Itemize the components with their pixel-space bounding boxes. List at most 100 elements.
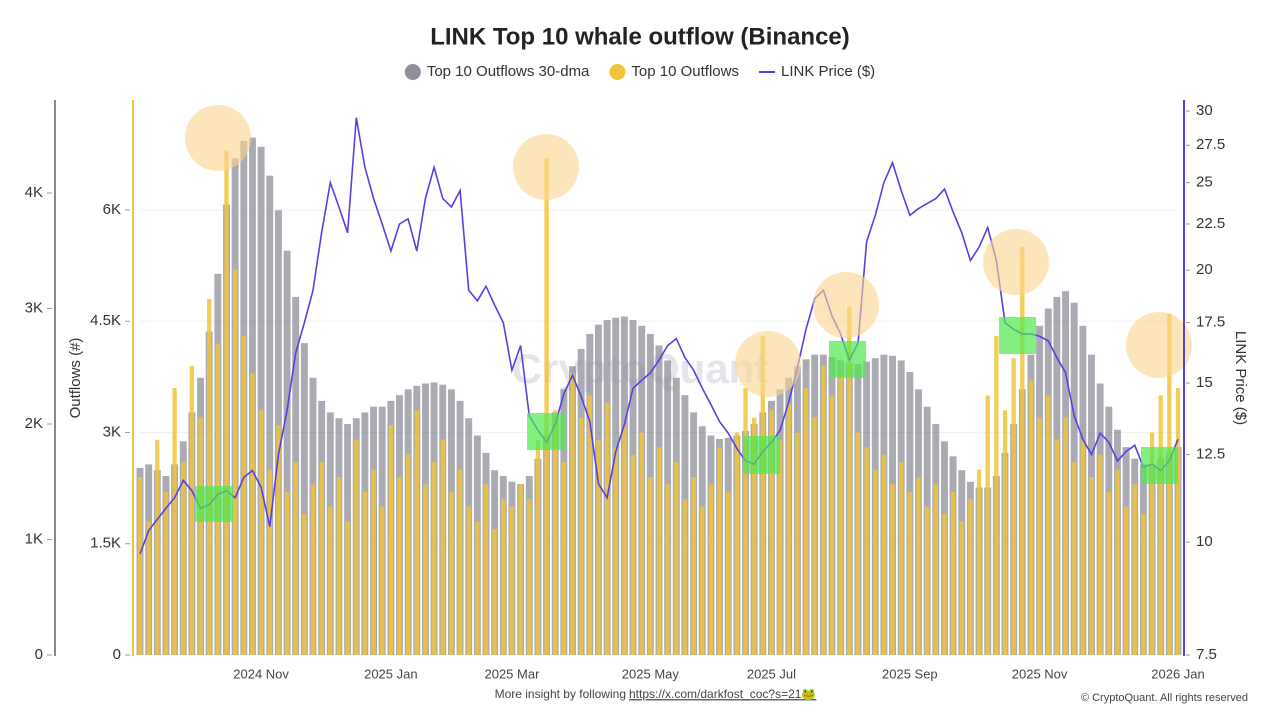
bar: [509, 506, 515, 655]
bar: [466, 506, 471, 655]
footer-link[interactable]: https://x.com/darkfost_coc?s=21🐸: [629, 687, 816, 701]
bar: [302, 514, 307, 655]
y3ticks-label: 2K: [25, 415, 43, 432]
bar: [821, 365, 826, 655]
bar: [769, 410, 774, 655]
bar: [907, 491, 913, 655]
bar: [855, 432, 861, 655]
bar: [976, 469, 982, 655]
bar: [518, 484, 523, 655]
bar: [587, 395, 592, 655]
legend-item: Top 10 Outflows 30-dma: [404, 63, 590, 80]
chart-title: LINK Top 10 whale outflow (Binance): [430, 23, 850, 50]
bar: [648, 476, 653, 655]
highlight-box: [1141, 447, 1178, 484]
bar: [475, 521, 480, 655]
highlight-circle: [1126, 312, 1192, 378]
highlight-circle: [983, 229, 1049, 295]
x-tick-label: 2025 May: [622, 666, 680, 681]
bar: [1149, 432, 1155, 655]
y2ticks-label: 17.5: [1196, 314, 1225, 331]
bar: [734, 432, 740, 655]
bar: [596, 439, 601, 655]
bar: [300, 343, 308, 655]
bar: [1089, 476, 1094, 655]
bar: [726, 491, 731, 655]
highlight-circle: [185, 105, 251, 171]
bar: [1002, 410, 1008, 655]
bar: [266, 175, 274, 655]
bar: [380, 506, 385, 655]
x-tick-label: 2025 Sep: [882, 666, 938, 681]
bar: [873, 469, 878, 655]
bar: [328, 506, 333, 655]
bar: [1046, 395, 1051, 655]
bar: [172, 387, 177, 655]
bar: [1158, 395, 1163, 655]
bar: [257, 146, 265, 655]
x-tick-label: 2024 Nov: [233, 666, 289, 681]
bar: [924, 506, 930, 655]
yticks-label: 1.5K: [90, 535, 121, 552]
bar: [449, 491, 454, 655]
footer-text: More insight by following: [495, 687, 626, 701]
legend-swatch: [404, 64, 421, 80]
y3ticks-label: 4K: [25, 184, 43, 201]
bar: [743, 387, 748, 655]
plot: [136, 117, 1182, 656]
y2ticks-label: 27.5: [1196, 136, 1225, 153]
bar: [656, 447, 662, 655]
x-tick-label: 2026 Jan: [1151, 666, 1205, 681]
bar: [700, 506, 705, 655]
bar: [829, 395, 835, 655]
bar: [397, 476, 402, 655]
bar: [864, 447, 869, 655]
copyright: © CryptoQuant. All rights reserved: [1081, 692, 1248, 704]
x-tick-label: 2025 Mar: [484, 666, 540, 681]
x-tick-label: 2025 Jul: [747, 666, 796, 681]
bar: [492, 528, 497, 655]
bar: [1175, 387, 1181, 655]
legend-swatch: [609, 64, 626, 80]
legend: Top 10 Outflows 30-dma Top 10 Outflows LIN…: [404, 63, 875, 80]
bar: [604, 402, 610, 655]
bar: [708, 484, 714, 655]
bar: [674, 462, 679, 655]
bar: [198, 417, 203, 655]
bar: [232, 269, 238, 655]
bar: [310, 484, 316, 655]
bar: [1063, 417, 1068, 655]
y2ticks-label: 15: [1196, 374, 1213, 391]
bar: [544, 158, 549, 655]
bar: [423, 484, 428, 655]
bar: [405, 454, 411, 655]
bar: [267, 469, 272, 655]
bar: [414, 410, 419, 655]
bar: [1132, 484, 1137, 655]
bar: [319, 462, 324, 655]
highlight-box: [829, 341, 866, 378]
bar: [362, 491, 368, 655]
bar: [1011, 358, 1016, 655]
bar: [137, 476, 143, 655]
bar: [760, 336, 765, 655]
bar: [933, 484, 938, 655]
bar: [1167, 313, 1172, 655]
bar: [639, 432, 644, 655]
bar: [241, 336, 246, 655]
bar: [950, 491, 956, 655]
bar: [916, 476, 921, 655]
y2ticks-label: 7.5: [1196, 646, 1217, 663]
y2ticks-label: 10: [1196, 533, 1213, 550]
bar: [682, 499, 688, 655]
bar: [1115, 469, 1120, 655]
bar: [1106, 491, 1111, 655]
y3ticks-label: 1K: [25, 530, 43, 547]
yticks-label: 3K: [103, 423, 121, 440]
bar: [803, 387, 809, 655]
y2-axis-title: LINK Price ($): [1232, 331, 1249, 425]
bar: [578, 417, 584, 655]
yticks-label: 4.5K: [90, 312, 121, 329]
y2ticks-label: 30: [1196, 102, 1213, 119]
